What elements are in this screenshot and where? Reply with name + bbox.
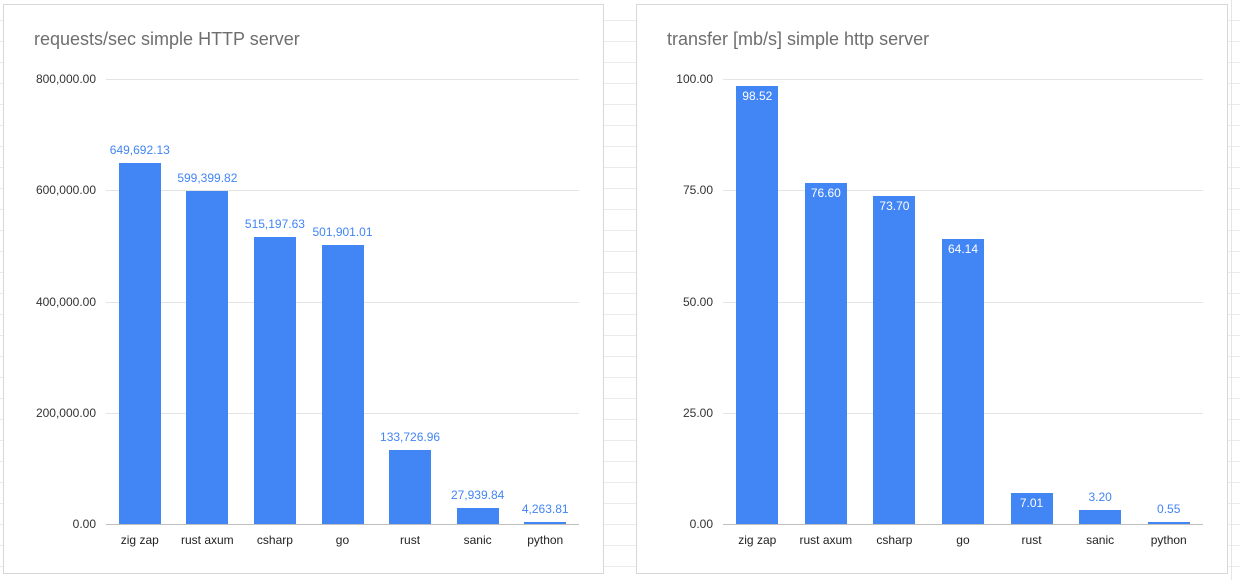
y-axis-tick-label: 200,000.00 (35, 405, 96, 420)
x-axis-category-label: go (956, 533, 970, 547)
bar-zig-zap (118, 162, 161, 524)
x-axis-category-label: python (1150, 533, 1187, 547)
chart-transfer-mbps[interactable]: transfer [mb/s] simple http server 0.00 2… (636, 4, 1228, 574)
x-axis-category-label: csharp (876, 533, 913, 547)
sheet-column-gridline (1231, 0, 1232, 580)
data-label: 98.52 (742, 88, 773, 103)
data-label: 4,263.81 (521, 501, 569, 516)
plot-area: 0.00 25.00 50.00 75.00 100.00 98.52 zig zap 76.… (676, 72, 1203, 547)
data-label: 7.01 (1019, 495, 1044, 510)
gridline (106, 524, 579, 525)
bar-rust-axum (186, 190, 229, 524)
y-axis-tick-label: 600,000.00 (35, 183, 96, 198)
plot-area: 0.00 200,000.00 400,000.00 600,000.00 800,00… (36, 72, 579, 547)
chart-requests-per-sec[interactable]: requests/sec simple HTTP server 0.00 200,… (3, 4, 604, 574)
x-axis-category-label: rust axum (181, 533, 234, 547)
x-axis-category-label: zig zap (738, 533, 777, 547)
bar-rust (1010, 492, 1053, 524)
y-axis-tick-label: 25.00 (682, 405, 713, 420)
y-axis-tick-label: 0.00 (72, 517, 96, 531)
bar-python (524, 521, 567, 524)
data-label: 501,901.01 (312, 224, 373, 239)
data-label: 3.20 (1088, 489, 1112, 504)
data-label: 64.14 (947, 241, 979, 256)
x-axis-category-label: sanic (1086, 533, 1115, 547)
data-label: 133,726.96 (380, 429, 441, 444)
x-axis-category-label: rust (400, 533, 421, 547)
bar-python (1147, 521, 1190, 524)
y-axis-tick-label: 800,000.00 (35, 72, 96, 86)
x-axis-category-label: sanic (463, 533, 492, 547)
data-label: 73.70 (879, 199, 910, 214)
gridline (723, 524, 1203, 525)
gridline (723, 190, 1203, 192)
x-axis-category-label: rust axum (799, 533, 853, 547)
data-label: 515,197.63 (244, 217, 305, 232)
y-axis-tick-label: 100.00 (676, 72, 713, 86)
y-axis-tick-label: 0.00 (689, 517, 713, 531)
y-axis-tick-label: 400,000.00 (35, 294, 96, 309)
x-axis-category-label: zig zap (120, 533, 159, 547)
chart-title: transfer [mb/s] simple http server (667, 29, 930, 49)
bar-rust-axum (804, 183, 847, 524)
bar-go (942, 238, 984, 524)
bar-zig-zap (736, 85, 779, 524)
x-axis-category-label: rust (1021, 533, 1042, 547)
data-label: 599,399.82 (177, 170, 238, 185)
bar-csharp (253, 237, 296, 524)
gridline (106, 79, 579, 80)
bar-sanic (456, 508, 499, 524)
gridline (723, 79, 1203, 80)
y-axis-tick-label: 75.00 (682, 183, 713, 198)
x-axis-category-label: csharp (256, 533, 293, 547)
x-axis-category-label: python (527, 533, 564, 547)
bar-csharp (873, 196, 916, 524)
data-label: 27,939.84 (450, 488, 505, 503)
chart-title: requests/sec simple HTTP server (34, 29, 300, 49)
data-label: 76.60 (810, 186, 841, 201)
data-label: 649,692.13 (109, 142, 170, 157)
x-axis-category-label: go (335, 533, 350, 547)
y-axis-tick-label: 50.00 (682, 294, 713, 309)
data-label: 0.55 (1157, 501, 1181, 516)
gridline (106, 190, 579, 192)
bar-go (321, 244, 364, 524)
bar-rust (389, 449, 432, 524)
bar-sanic (1079, 509, 1122, 524)
